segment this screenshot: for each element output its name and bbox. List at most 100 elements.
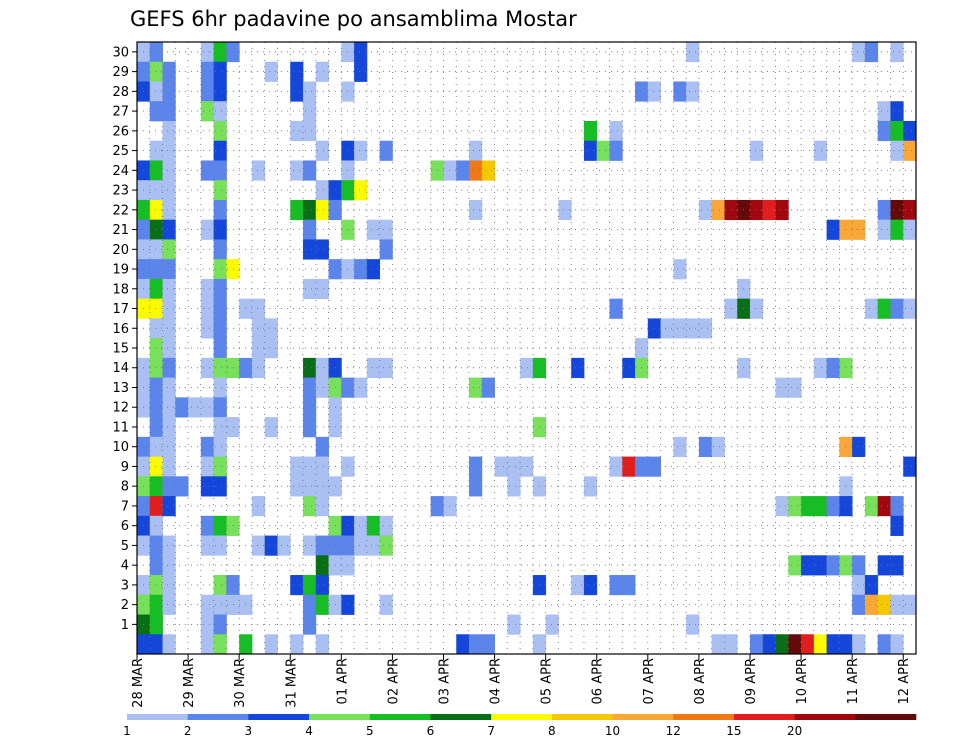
heatmap-cell: [890, 42, 904, 63]
heatmap-cell: [175, 476, 189, 497]
heatmap-cell: [647, 318, 661, 339]
heatmap-cell: [877, 219, 891, 240]
heatmap-cell: [213, 417, 227, 438]
heatmap-cell: [290, 476, 304, 497]
heatmap-cell: [520, 456, 534, 477]
heatmap-cell: [788, 377, 802, 398]
heatmap-cell: [149, 417, 163, 438]
heatmap-cell: [200, 614, 215, 635]
heatmap-cell: [162, 101, 176, 122]
heatmap-cell: [162, 456, 176, 477]
x-tick-label: 30 MAR: [233, 658, 248, 708]
heatmap-cell: [162, 219, 176, 240]
heatmap-cell: [788, 555, 802, 576]
heatmap-cell: [200, 476, 215, 497]
heatmap-cell: [864, 496, 879, 517]
heatmap-cell: [162, 278, 176, 300]
y-tick-label: 14: [112, 361, 129, 376]
x-tick-label: 02 APR: [386, 658, 401, 704]
heatmap-cell: [303, 357, 317, 379]
heatmap-cell: [571, 357, 585, 379]
heatmap-cell: [749, 298, 764, 319]
heatmap-cell: [162, 436, 176, 457]
heatmap-cell: [188, 397, 202, 418]
heatmap-cell: [226, 357, 240, 379]
colorbar-label: 7: [487, 724, 495, 738]
heatmap-cell: [213, 259, 227, 280]
heatmap-cell: [149, 456, 163, 477]
heatmap-cell: [903, 456, 917, 477]
heatmap-cell: [366, 535, 381, 556]
heatmap-cell: [251, 496, 266, 517]
colorbar-label: 8: [548, 724, 556, 738]
heatmap-cell: [711, 634, 725, 655]
heatmap-cell: [443, 160, 457, 181]
heatmap-cell: [762, 634, 776, 655]
x-tick-label: 31 MAR: [284, 658, 299, 708]
heatmap-cell: [801, 555, 815, 576]
heatmap-cell: [507, 476, 521, 497]
heatmap-cell: [303, 575, 317, 596]
colorbar-label: 15: [726, 724, 741, 738]
heatmap-cell: [647, 456, 661, 477]
heatmap-cell: [813, 634, 828, 655]
heatmap-cell: [315, 377, 329, 398]
x-tick-label: 08 APR: [693, 658, 708, 704]
heatmap-cell: [749, 199, 764, 221]
heatmap-cell: [903, 219, 917, 240]
colorbar-swatch: [733, 714, 795, 720]
heatmap-cell: [200, 357, 215, 379]
heatmap-cell: [162, 140, 176, 161]
heatmap-cell: [213, 476, 227, 497]
x-tick-label: 03 APR: [437, 658, 452, 704]
heatmap-cell: [379, 140, 393, 161]
heatmap-cell: [162, 259, 176, 280]
heatmap-cell: [149, 42, 163, 63]
heatmap-cell: [354, 180, 368, 201]
colorbar-swatch: [430, 714, 492, 720]
heatmap-cell: [813, 140, 828, 161]
colorbar-label: 4: [305, 724, 313, 738]
heatmap-cell: [877, 634, 891, 655]
y-tick-label: 22: [112, 203, 129, 218]
heatmap-cell: [149, 436, 163, 457]
heatmap-cell: [890, 120, 904, 142]
heatmap-cell: [583, 120, 598, 142]
heatmap-cell: [162, 476, 176, 497]
heatmap-cell: [303, 614, 317, 635]
heatmap-cell: [494, 456, 508, 477]
heatmap-cell: [149, 476, 163, 497]
heatmap-cell: [469, 476, 483, 497]
y-tick-label: 11: [112, 420, 129, 435]
heatmap-cell: [303, 594, 317, 615]
heatmap-cell: [379, 594, 393, 615]
heatmap-cell: [622, 575, 636, 596]
colorbar-swatch: [491, 714, 553, 720]
heatmap-cell: [839, 634, 853, 655]
heatmap-cell: [890, 555, 904, 576]
heatmap-cell: [200, 594, 215, 615]
heatmap-cell: [290, 160, 304, 181]
heatmap-cell: [213, 634, 227, 655]
heatmap-cell: [149, 594, 163, 615]
heatmap-cell: [469, 634, 483, 655]
heatmap-cell: [864, 42, 879, 63]
colorbar-swatch: [187, 714, 249, 720]
x-tick-label: 29 MAR: [182, 658, 197, 708]
heatmap-cell: [877, 496, 891, 517]
colorbar-label: 5: [366, 724, 374, 738]
heatmap-cell: [213, 81, 227, 102]
heatmap-cell: [481, 634, 495, 655]
heatmap-cell: [852, 594, 866, 615]
heatmap-cell: [149, 357, 163, 379]
heatmap-cell: [698, 318, 713, 339]
heatmap-cell: [162, 377, 176, 398]
colorbar-label: 2: [184, 724, 192, 738]
x-tick-label: 01 APR: [335, 658, 350, 704]
heatmap-cell: [200, 318, 215, 339]
heatmap-cell: [162, 120, 176, 142]
heatmap-cell: [226, 417, 240, 438]
heatmap-cell: [226, 42, 240, 63]
heatmap-cell: [686, 81, 700, 102]
heatmap-cell: [481, 160, 495, 181]
